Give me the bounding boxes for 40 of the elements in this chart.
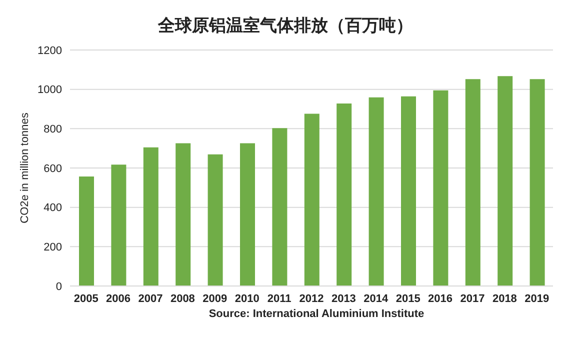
bar [111, 164, 126, 286]
y-tick-label: 600 [44, 162, 62, 175]
x-tick-label: 2009 [202, 292, 228, 305]
bar [336, 103, 352, 286]
x-tick-label: 2010 [234, 292, 260, 305]
x-tick-label: 2012 [299, 292, 324, 305]
x-tick-label: 2005 [74, 292, 98, 305]
bar [240, 143, 255, 286]
x-tick-label: 2007 [138, 292, 163, 305]
bar [304, 114, 320, 286]
bar [79, 176, 94, 286]
y-tick-label: 400 [44, 202, 62, 214]
y-tick-label: 0 [56, 280, 62, 293]
bar [272, 128, 288, 286]
source-note: Source: International Aluminium Institute [208, 308, 426, 320]
x-tick-label: 2008 [170, 292, 195, 305]
y-tick-label: 1200 [38, 44, 62, 57]
x-tick-label: 2014 [364, 292, 390, 305]
x-tick-label: 2011 [267, 292, 292, 305]
x-tick-label: 2015 [396, 292, 420, 305]
chart-title: 全球原铝温室气体排放（百万吨） [156, 15, 414, 37]
x-tick-label: 2019 [524, 292, 550, 305]
y-tick-label: 800 [44, 124, 62, 136]
bar [465, 79, 480, 286]
bar [208, 154, 223, 286]
y-tick-label: 1000 [38, 84, 62, 96]
bar [368, 97, 384, 286]
x-tick-label: 2018 [492, 292, 517, 305]
x-tick-label: 2013 [331, 292, 356, 305]
bar [498, 76, 513, 286]
x-tick-label: 2017 [460, 292, 485, 305]
bar [143, 147, 158, 286]
x-tick-label: 2006 [106, 292, 131, 305]
x-tick-label: 2016 [428, 292, 453, 305]
y-axis-title: CO2e in million tonnes [18, 112, 31, 224]
bar [176, 143, 191, 286]
bar [433, 90, 448, 286]
y-tick-label: 200 [44, 242, 62, 254]
bar [530, 79, 545, 286]
bar [401, 96, 416, 286]
